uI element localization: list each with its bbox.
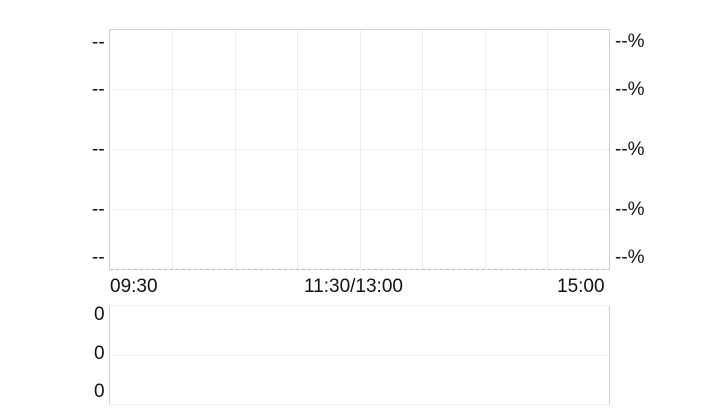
volume-label: 0 xyxy=(94,304,105,325)
pct-label-right: --% xyxy=(615,31,645,52)
price-label-left: -- xyxy=(92,199,105,220)
price-label-left: -- xyxy=(92,79,105,100)
price-label-left: -- xyxy=(92,247,105,268)
x-tick-midday: 11:30/13:00 xyxy=(304,276,403,297)
pct-label-right: --% xyxy=(615,199,645,220)
volume-label: 0 xyxy=(94,343,105,364)
price-label-left: -- xyxy=(92,139,105,160)
pct-label-right: --% xyxy=(615,247,645,268)
pct-label-right: --% xyxy=(615,79,645,100)
price-label-left: -- xyxy=(92,32,105,53)
x-tick-close: 15:00 xyxy=(557,276,605,297)
pct-label-right: --% xyxy=(615,139,645,160)
volume-label: 0 xyxy=(94,381,105,402)
x-tick-open: 09:30 xyxy=(110,276,158,297)
